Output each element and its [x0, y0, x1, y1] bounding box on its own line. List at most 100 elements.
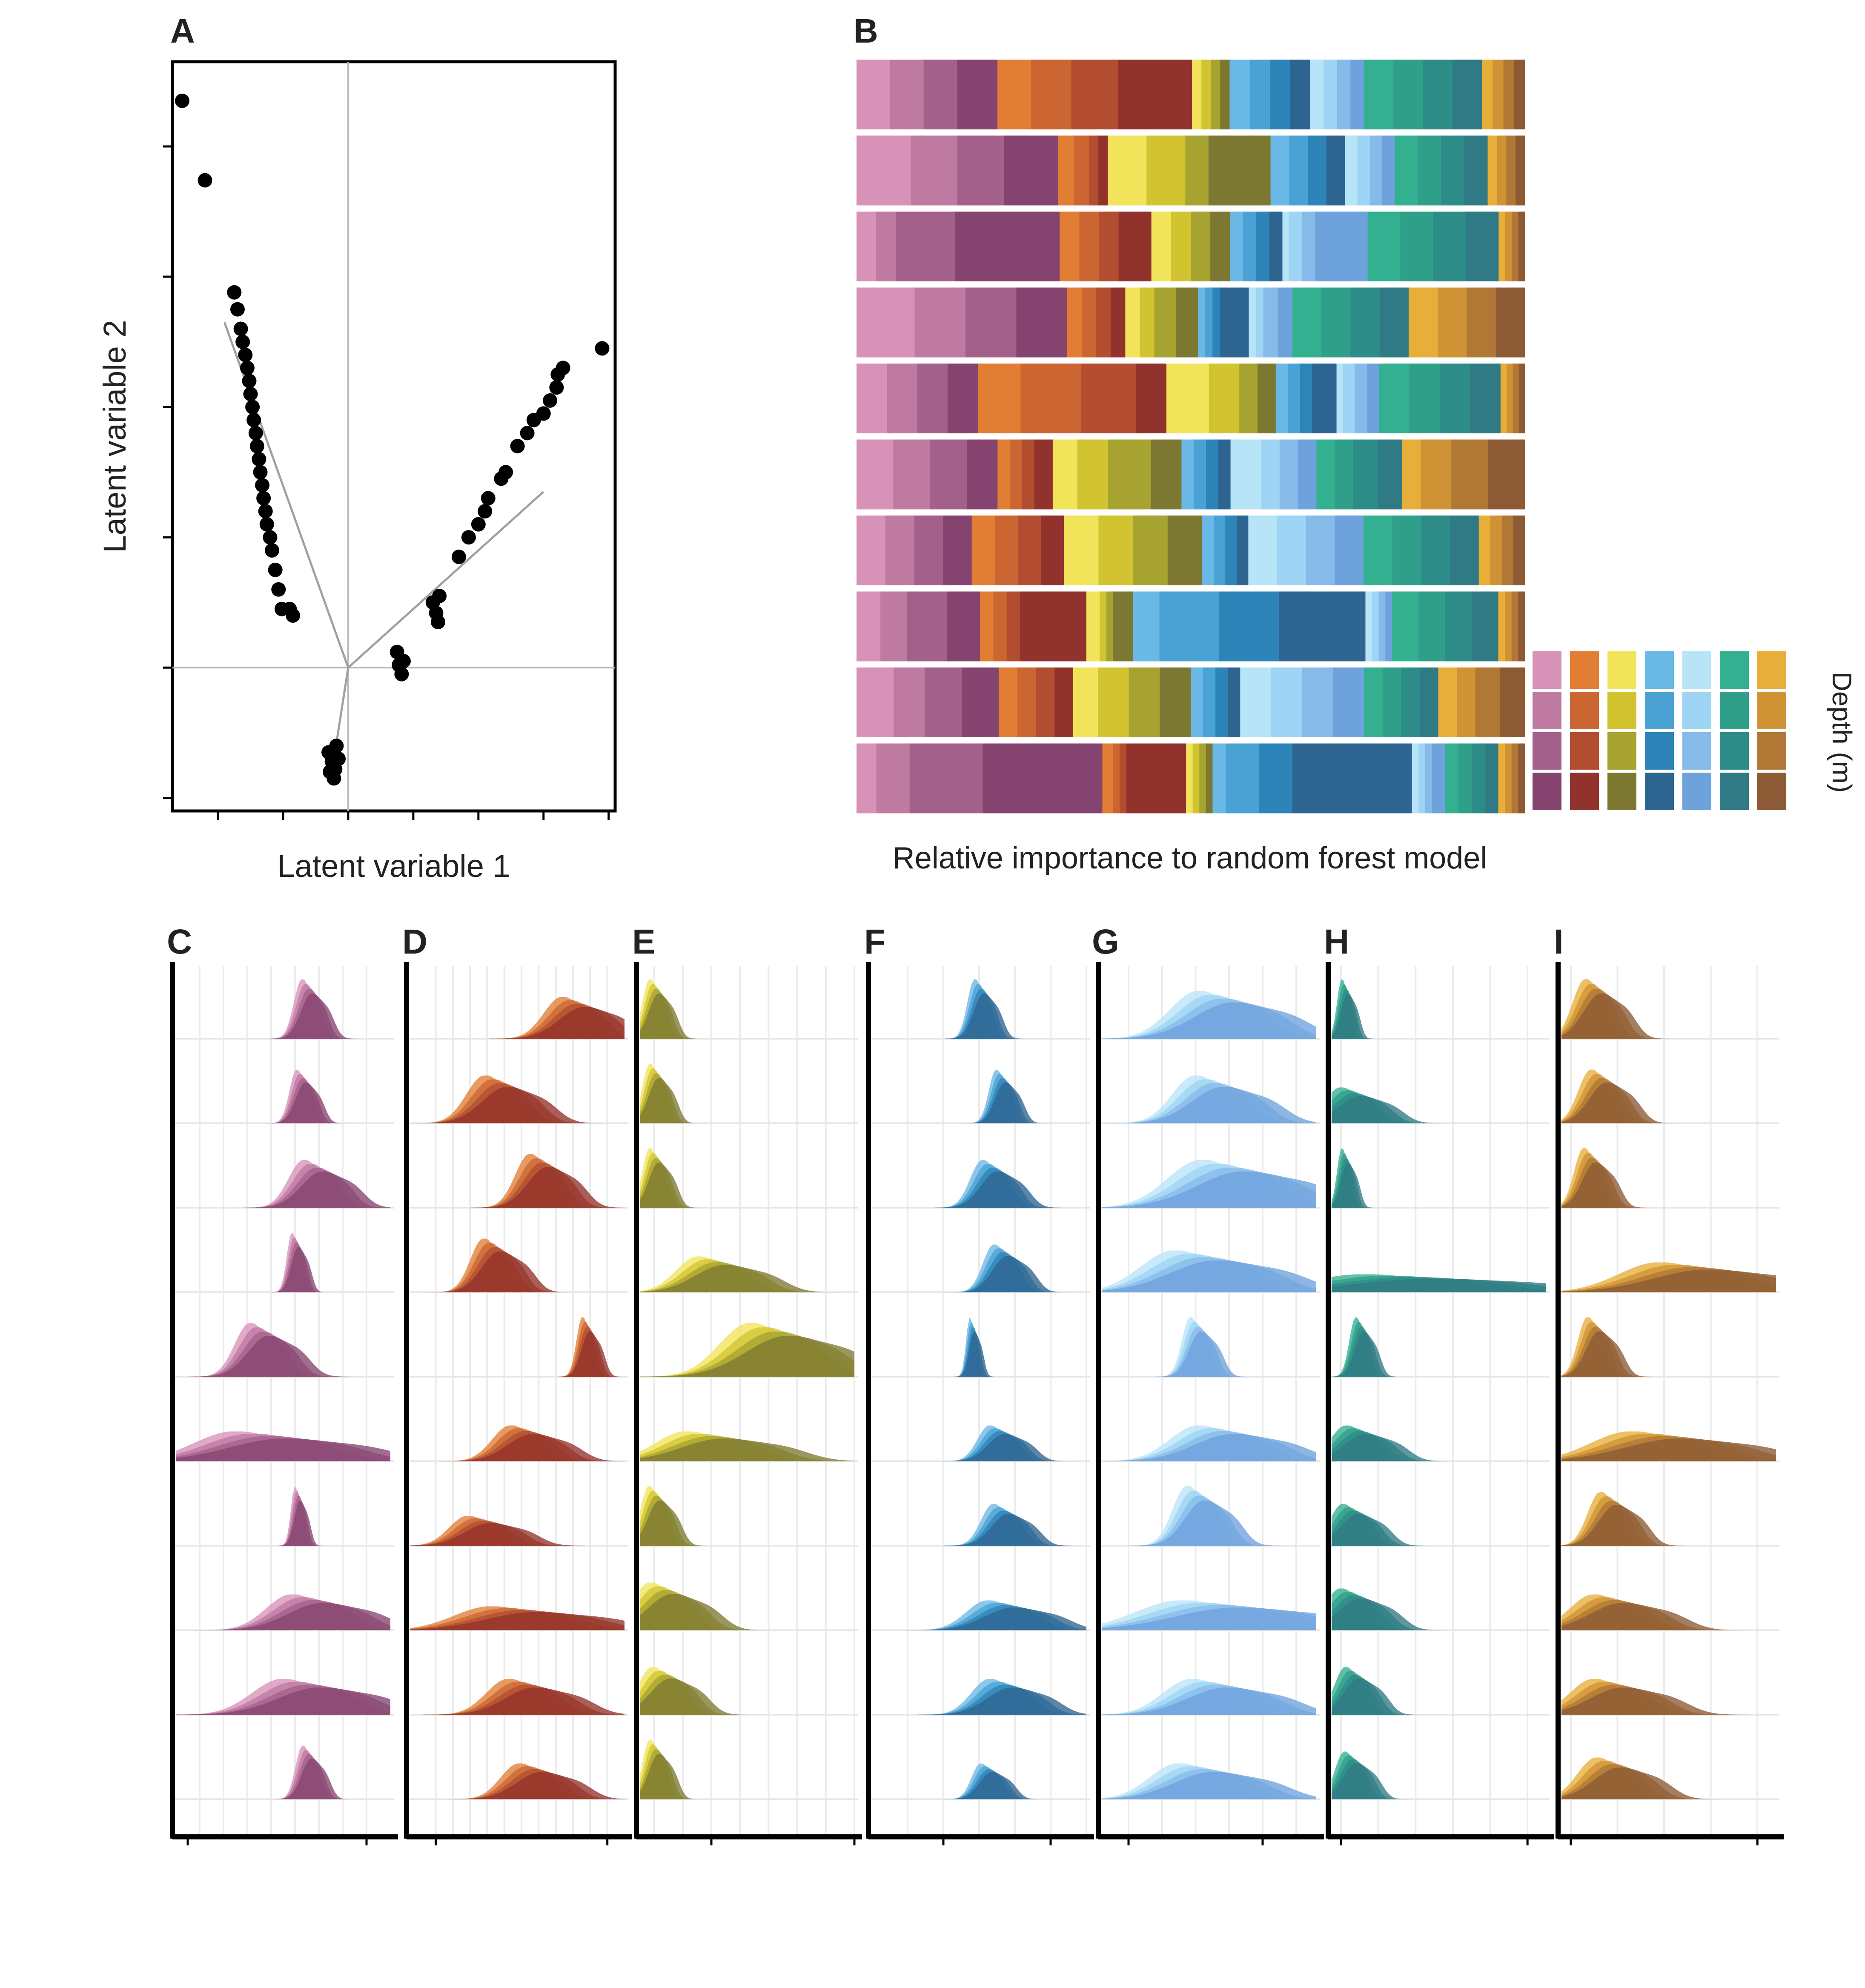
- importance-segment: [1239, 364, 1258, 433]
- importance-segment: [1364, 60, 1394, 129]
- density-ridge: [1102, 1500, 1316, 1546]
- importance-segment: [1230, 439, 1262, 510]
- scatter-point: [227, 285, 242, 300]
- importance-segment: [1498, 743, 1505, 814]
- importance-segment: [1506, 135, 1516, 206]
- importance-segment: [1438, 287, 1467, 358]
- importance-segment: [1118, 60, 1192, 129]
- importance-segment: [1052, 439, 1078, 510]
- density-ridge: [410, 1331, 625, 1377]
- importance-segment: [1513, 364, 1519, 433]
- scatter-point: [256, 491, 271, 506]
- importance-segment: [1067, 287, 1082, 358]
- importance-segment: [1438, 667, 1457, 737]
- importance-segment: [1308, 135, 1327, 206]
- importance-segment: [1345, 135, 1358, 206]
- importance-segment: [1505, 591, 1512, 662]
- importance-segment: [1498, 591, 1505, 662]
- density-ridge: [1332, 993, 1546, 1039]
- importance-segment: [1419, 667, 1439, 737]
- importance-segment: [1034, 439, 1053, 510]
- panel-b-depth-label: Depth (m): [1827, 672, 1857, 793]
- scatter-point: [198, 173, 212, 188]
- importance-segment: [1167, 516, 1203, 585]
- importance-segment: [1472, 743, 1485, 814]
- importance-segment: [948, 364, 979, 433]
- importance-segment: [1452, 60, 1482, 129]
- density-ridge: [1332, 1598, 1546, 1630]
- density-ridge: [410, 1251, 625, 1292]
- importance-segment: [1379, 364, 1410, 433]
- importance-segment: [885, 516, 914, 585]
- scatter-point: [549, 380, 564, 395]
- importance-segment: [1243, 212, 1257, 281]
- importance-segment: [880, 591, 908, 662]
- density-ridge: [176, 1687, 390, 1715]
- legend-swatch: [1682, 692, 1711, 729]
- importance-segment: [1518, 212, 1525, 281]
- density-ridge: [1332, 1096, 1546, 1123]
- scatter-point: [243, 387, 258, 401]
- scatter-point: [481, 491, 496, 506]
- scatter-point: [246, 412, 261, 427]
- density-ridge: [1102, 1002, 1316, 1039]
- importance-segment: [1300, 364, 1313, 433]
- importance-segment: [1289, 212, 1303, 281]
- importance-segment: [1433, 212, 1467, 281]
- density-ridge: [410, 1167, 625, 1208]
- density-ridge: [872, 1687, 1086, 1715]
- density-ridge: [1332, 1162, 1546, 1208]
- importance-segment: [857, 743, 877, 814]
- scatter-point: [238, 347, 253, 362]
- importance-segment: [857, 135, 911, 206]
- importance-segment: [1229, 60, 1250, 129]
- importance-segment: [1098, 516, 1134, 585]
- importance-segment: [1208, 135, 1271, 206]
- importance-segment: [1220, 60, 1230, 129]
- importance-segment: [1017, 516, 1041, 585]
- importance-segment: [1278, 287, 1293, 358]
- importance-segment: [1418, 743, 1426, 814]
- importance-segment: [1467, 287, 1496, 358]
- importance-segment: [1493, 60, 1504, 129]
- importance-segment: [1472, 591, 1499, 662]
- importance-segment: [1136, 364, 1167, 433]
- importance-segment: [1316, 439, 1335, 510]
- importance-segment: [1513, 516, 1525, 585]
- importance-segment: [1378, 439, 1403, 510]
- importance-segment: [1220, 287, 1249, 358]
- importance-segment: [1335, 439, 1354, 510]
- importance-segment: [1511, 591, 1518, 662]
- legend-swatch: [1645, 692, 1674, 729]
- importance-segment: [1185, 135, 1209, 206]
- importance-segment: [1086, 591, 1100, 662]
- importance-segment: [1017, 667, 1037, 737]
- importance-segment: [1228, 667, 1240, 737]
- importance-segment: [1321, 287, 1351, 358]
- scatter-point: [268, 562, 283, 577]
- density-ridge: [1102, 1331, 1316, 1377]
- importance-segment: [1129, 667, 1160, 737]
- legend-swatch: [1645, 732, 1674, 770]
- importance-segment: [1181, 439, 1194, 510]
- scatter-point: [265, 543, 279, 558]
- scatter-point: [536, 406, 551, 421]
- importance-segment: [1478, 516, 1491, 585]
- density-ridge: [1102, 1171, 1316, 1208]
- importance-segment: [1249, 287, 1257, 358]
- importance-segment: [1292, 743, 1412, 814]
- importance-segment: [1160, 667, 1191, 737]
- density-ridge: [872, 1514, 1086, 1546]
- density-ridge: [1561, 1687, 1776, 1715]
- density-ridge: [872, 993, 1086, 1039]
- importance-segment: [980, 591, 994, 662]
- importance-segment: [983, 743, 1103, 814]
- importance-segment: [887, 364, 918, 433]
- importance-segment: [1482, 60, 1493, 129]
- importance-segment: [909, 743, 983, 814]
- importance-segment: [1512, 212, 1519, 281]
- importance-segment: [1058, 135, 1074, 206]
- importance-segment: [1199, 743, 1206, 814]
- scatter-point: [259, 517, 274, 532]
- importance-segment: [1022, 439, 1035, 510]
